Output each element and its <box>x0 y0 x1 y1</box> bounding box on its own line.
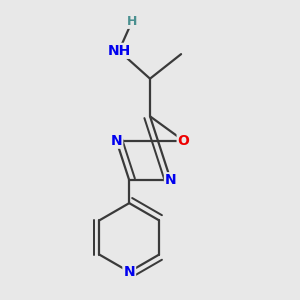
Text: H: H <box>127 15 137 28</box>
Text: N: N <box>111 134 122 148</box>
Text: N: N <box>165 173 177 187</box>
Text: O: O <box>178 134 190 148</box>
Text: N: N <box>123 265 135 279</box>
Text: NH: NH <box>107 44 130 58</box>
